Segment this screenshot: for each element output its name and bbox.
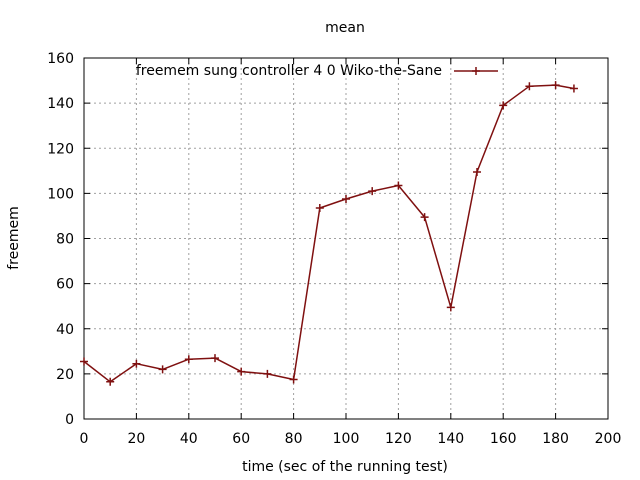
x-tick-label: 100 — [333, 431, 360, 447]
data-point-marker — [184, 355, 193, 364]
axis-ticks — [83, 57, 609, 420]
data-point-marker — [368, 187, 377, 196]
data-point-marker — [473, 167, 481, 176]
x-axis-label: time (sec of the running test) — [242, 459, 448, 475]
data-point-marker — [80, 357, 88, 366]
data-point-marker — [263, 369, 272, 378]
data-point-marker — [420, 213, 429, 222]
data-point-marker — [158, 365, 167, 374]
x-tick-label: 80 — [285, 431, 303, 447]
y-tick-label: 120 — [47, 141, 74, 157]
data-point-marker — [446, 303, 455, 312]
x-tick-label: 40 — [180, 431, 198, 447]
data-point-marker — [394, 181, 403, 190]
data-point-marker — [132, 359, 141, 368]
y-tick-label: 140 — [47, 96, 74, 112]
series-layer — [80, 81, 578, 386]
tick-labels: 0 20 40 60 80 100 120 140 160 0 20 40 60 80 100 120 140 1… — [47, 51, 621, 447]
legend: freemem sung controller 4 0 Wiko-the-San… — [136, 63, 498, 79]
data-point-marker — [237, 367, 246, 376]
legend-label: freemem sung controller 4 0 Wiko-the-San… — [136, 63, 442, 79]
y-tick-label: 60 — [56, 277, 74, 293]
x-tick-label: 60 — [232, 431, 250, 447]
x-tick-label: 160 — [490, 431, 517, 447]
y-axis-label: freemem — [6, 206, 22, 270]
y-tick-label: 80 — [56, 232, 74, 248]
data-point-marker — [342, 195, 350, 204]
x-tick-label: 180 — [542, 431, 569, 447]
data-point-marker — [211, 354, 219, 363]
y-tick-label: 160 — [47, 51, 74, 67]
x-tick-label: 200 — [595, 431, 622, 447]
y-tick-label: 100 — [47, 186, 74, 202]
legend-marker — [472, 67, 480, 75]
x-tick-label: 140 — [437, 431, 464, 447]
data-point-marker — [499, 101, 508, 110]
data-point-marker — [525, 82, 534, 91]
x-tick-label: 20 — [127, 431, 145, 447]
series-line — [83, 84, 575, 383]
data-point-marker — [106, 377, 115, 386]
data-point-marker — [569, 84, 578, 93]
grid — [84, 58, 608, 419]
y-tick-label: 0 — [65, 412, 74, 428]
data-point-marker — [289, 375, 298, 384]
y-tick-label: 20 — [56, 367, 74, 383]
data-point-marker — [315, 204, 324, 213]
x-tick-label: 0 — [80, 431, 89, 447]
x-tick-label: 120 — [385, 431, 412, 447]
y-tick-label: 40 — [56, 322, 74, 338]
data-point-marker — [551, 81, 560, 90]
chart-title: mean — [325, 20, 365, 36]
